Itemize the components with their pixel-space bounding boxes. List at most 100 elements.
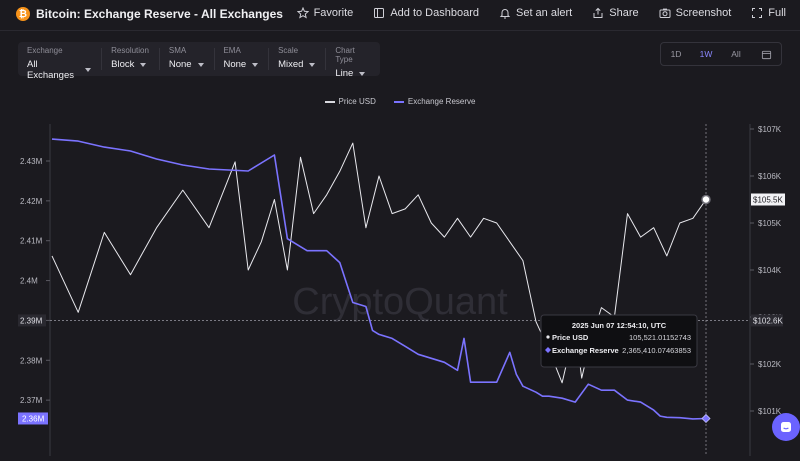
range-selector: 1D 1W All [660,42,782,66]
exchange-label: Exchange [27,46,63,55]
divider [268,48,270,70]
tooltip-reserve-marker [545,347,551,353]
chat-icon [781,422,791,432]
share-label: Share [609,7,639,19]
divider [101,48,103,70]
chevron-down-icon [140,62,147,67]
y-left-tick-label: 2.43M [20,157,43,166]
favorite-button[interactable]: Favorite [296,7,354,19]
chat-button[interactable] [772,413,800,441]
y-right-tick-label: $102K [758,360,782,369]
exchange-reserve-line [51,138,707,420]
chart-legend: Price USD Exchange Reserve [0,97,800,106]
y-left-tick-label: 2.41M [20,237,43,246]
crosshair-right-label-bg [751,314,783,327]
watermark: CryptoQuant [292,281,508,323]
y-left-tick-label: 2.42M [20,197,43,206]
legend-label: Price USD [338,97,376,106]
add-to-dashboard-button[interactable]: Add to Dashboard [373,7,479,19]
set-alert-button[interactable]: Set an alert [499,7,572,19]
divider [158,48,160,70]
ema-value: None [223,59,247,70]
tooltip-price-label: Price USD [552,333,589,342]
star-icon [296,7,309,19]
y-left-tick-label: 2.38M [20,356,43,365]
exchange-value: All Exchanges [27,59,75,81]
bell-icon [499,9,511,19]
line-chart[interactable]: CryptoQuant 2.43M 2.42M 2.41M 2.4M 2.39M 2.38M… [0,118,800,456]
dashboard-icon [374,8,385,18]
crosshair-right-label: $102.6K [753,316,783,325]
price-last-label: $105.5K [753,196,783,205]
chart-type-label: Chart Type [335,46,355,64]
tooltip-reserve-value: 2,365,410.07463853 [622,346,691,355]
fullscreen-icon [752,8,763,18]
resolution-label: Resolution [111,46,149,55]
y-right-tick-label: $105K [758,219,782,228]
scale-select[interactable]: Scale Mixed [269,42,325,76]
legend-item-price[interactable]: Price USD [324,97,376,106]
chart-type-select[interactable]: Chart Type Line [326,42,380,79]
sma-select[interactable]: SMA None [160,42,214,76]
header: ₿ Bitcoin: Exchange Reserve - All Exchan… [0,0,800,30]
fullscreen-label: Full [768,7,786,19]
price-end-point [701,194,711,205]
y-right-tick-label: $104K [758,266,782,275]
ema-select[interactable]: EMA None [214,42,268,76]
legend-swatch [393,100,404,103]
camera-icon [659,8,671,18]
set-alert-label: Set an alert [515,7,573,19]
legend-label: Exchange Reserve [407,97,476,106]
header-divider [0,30,800,31]
screenshot-label: Screenshot [675,7,732,19]
calendar-icon [761,50,771,59]
crosshair-left-label-bg [18,314,46,327]
divider [213,48,215,70]
title-group: ₿ Bitcoin: Exchange Reserve - All Exchan… [16,7,283,21]
reserve-last-label: 2.36M [22,414,45,423]
chevron-down-icon [197,62,204,67]
header-actions: Favorite Add to Dashboard Set an alert S… [296,7,786,19]
tooltip-price-marker [546,335,550,339]
chevron-down-icon [359,71,366,76]
price-last-label-bg [751,193,785,206]
chart-area[interactable]: CryptoQuant 2.43M 2.42M 2.41M 2.4M 2.39M 2.38M… [0,118,800,456]
reserve-end-point [701,413,711,424]
scale-label: Scale [278,46,299,55]
range-1d-button[interactable]: 1D [670,49,682,59]
reserve-last-label-bg [18,412,48,425]
resolution-select[interactable]: Resolution Block [102,42,159,76]
page-title: Bitcoin: Exchange Reserve - All Exchange… [36,7,283,21]
chart-controls: Exchange All Exchanges Resolution Block … [18,42,380,81]
y-right-tick-label: $106K [758,172,782,181]
y-left-tick-label: 2.4M [20,277,38,286]
fullscreen-button[interactable]: Full [751,7,786,19]
sma-label: SMA [168,46,187,55]
resolution-value: Block [111,59,135,70]
chart-type-value: Line [335,68,354,79]
y-left-tick-label: 2.37M [20,396,43,405]
bitcoin-icon: ₿ [16,7,30,21]
range-all-button[interactable]: All [731,49,741,59]
screenshot-button[interactable]: Screenshot [659,7,732,19]
y-right-tick-label: $101K [758,407,782,416]
favorite-label: Favorite [313,7,354,19]
legend-swatch [324,100,335,103]
ema-label: EMA [223,46,241,55]
share-button[interactable]: Share [592,7,639,19]
calendar-button[interactable] [751,43,781,65]
chevron-down-icon [309,62,316,67]
range-1w-button[interactable]: 1W [699,49,713,59]
chevron-down-icon [85,68,92,72]
sma-value: None [168,59,192,70]
y-right-tick-label: $107K [758,125,782,134]
legend-item-reserve[interactable]: Exchange Reserve [393,97,476,106]
tooltip: 2025 Jun 07 12:54:10, UTC Price USD 105,52… [540,314,698,368]
exchange-select[interactable]: Exchange All Exchanges [18,42,101,81]
scale-value: Mixed [278,59,304,70]
tooltip-price-value: 105,521.01152743 [629,333,691,342]
price-usd-line [51,142,707,384]
add-to-dashboard-label: Add to Dashboard [390,7,479,19]
tooltip-date: 2025 Jun 07 12:54:10, UTC [572,321,667,330]
divider [325,48,327,70]
